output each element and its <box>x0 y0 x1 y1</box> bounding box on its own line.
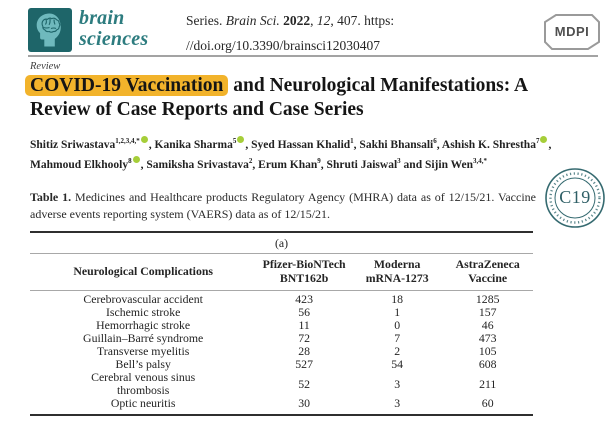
author: Sakhi Bhansali6, <box>359 137 442 151</box>
orcid-icon[interactable] <box>237 136 245 143</box>
author: Kanika Sharma5, <box>154 136 252 151</box>
journal-name-line2: sciences <box>79 28 149 50</box>
orcid-icon[interactable] <box>132 155 140 163</box>
table-row: Cerebrovascular accident 423 18 1285 <box>30 293 533 306</box>
astrazeneca-value: 211 <box>479 376 497 391</box>
table-caption-label: Table 1. <box>30 190 72 204</box>
astrazeneca-value: 105 <box>478 344 497 358</box>
table-row: Ischemic stroke 56 1 157 <box>30 306 533 319</box>
author: Ashish K. Shrestha7, <box>441 136 552 151</box>
astrazeneca-value: 46 <box>481 318 494 332</box>
journal-name: brain sciences <box>79 8 148 50</box>
complication-name: Optic neuritis <box>110 396 176 410</box>
complication-name: Ischemic stroke <box>105 305 181 319</box>
complication-name: Transverse myelitis <box>97 344 190 358</box>
table-body: Cerebrovascular accident 423 18 1285 Isc… <box>30 291 533 414</box>
header-divider <box>28 55 598 57</box>
col-header-moderna: Moderna mRNA-1273 <box>365 257 429 285</box>
table-caption: Table 1. Medicines and Healthcare produc… <box>30 189 536 222</box>
pfizer-value: 11 <box>298 318 310 332</box>
citation-year: 2022 <box>283 13 311 28</box>
moderna-value: 0 <box>394 318 401 332</box>
table-row: Transverse myelitis 28 2 105 <box>30 345 533 358</box>
table-row: Bell’s palsy 527 54 608 <box>30 358 533 371</box>
astrazeneca-value: 157 <box>478 305 497 319</box>
mdpi-logo-icon: MDPI <box>542 12 602 52</box>
mdpi-wordmark: MDPI <box>554 24 590 39</box>
table-row: Cerebral venous sinus thrombosis 52 3 21… <box>30 371 533 397</box>
moderna-value: 1 <box>394 305 401 319</box>
pfizer-value: 527 <box>295 357 313 371</box>
moderna-value: 54 <box>391 357 404 371</box>
table-group-label: (a) <box>30 233 533 254</box>
citation-volume: 12 <box>316 13 331 28</box>
author-line-2: Mahmoud Elkhooly8, Samiksha Srivastava2,… <box>30 153 605 173</box>
highlighted-title-text: COVID-19 Vaccination <box>25 75 229 96</box>
moderna-value: 3 <box>394 376 401 391</box>
table-row: Hemorrhagic stroke 11 0 46 <box>30 319 533 332</box>
c19-stamp-icon: C19 <box>543 166 607 230</box>
author-line-1: Shitiz Sriwastava1,2,3,4,*, Kanika Sharm… <box>30 133 605 153</box>
complication-name: Cerebral venous sinus thrombosis <box>91 370 196 397</box>
complication-name: Guillain–Barré syndrome <box>83 331 204 345</box>
pfizer-value: 56 <box>298 305 311 319</box>
col-header-pfizer: Pfizer-BioNTech BNT162b <box>262 257 346 285</box>
complication-name: Cerebrovascular accident <box>83 292 203 306</box>
moderna-value: 7 <box>394 331 401 345</box>
citation-series: Series. <box>186 13 226 28</box>
pfizer-value: 423 <box>295 292 313 306</box>
orcid-icon[interactable] <box>540 136 548 143</box>
moderna-value: 3 <box>394 396 401 410</box>
moderna-value: 2 <box>394 344 401 358</box>
astrazeneca-value: 473 <box>478 331 497 345</box>
pfizer-value: 30 <box>298 396 311 410</box>
article-type-label: Review <box>30 61 61 72</box>
table-caption-text: Medicines and Healthcare products Regula… <box>30 190 536 221</box>
table-row: Guillain–Barré syndrome 72 7 473 <box>30 332 533 345</box>
author: Sijin Wen3,4,* <box>424 156 488 171</box>
title-line1-rest: and Neurological Manifestations: A <box>228 75 529 96</box>
col-header-astrazeneca: AstraZeneca Vaccine <box>455 257 520 285</box>
title-line2: Review of Case Reports and Case Series <box>30 98 364 120</box>
citation-journal-abbrev: Brain Sci. <box>225 13 280 28</box>
c19-stamp-label: C19 <box>559 187 591 207</box>
author: Mahmoud Elkhooly8, <box>30 155 147 171</box>
table-header-row: Neurological Complications Pfizer-BioNTe… <box>30 254 533 291</box>
pfizer-value: 52 <box>298 376 311 391</box>
brain-sciences-logo-icon <box>28 8 72 52</box>
complication-name: Bell’s palsy <box>115 357 171 371</box>
pfizer-value: 72 <box>298 331 311 345</box>
col-header-complications: Neurological Complications <box>73 263 214 278</box>
article-title: COVID-19 Vaccination and Neurological Ma… <box>25 74 602 121</box>
citation: Series. Brain Sci. 2022, 12, 407. https:… <box>186 8 486 58</box>
citation-rest: , 407. https: <box>330 13 395 28</box>
moderna-value: 18 <box>391 292 404 306</box>
complication-name: Hemorrhagic stroke <box>96 318 191 332</box>
pfizer-value: 28 <box>298 344 311 358</box>
author: Shruti Jaiswal3 and <box>326 156 425 171</box>
table-row: Optic neuritis 30 3 60 <box>30 397 533 410</box>
doi-link[interactable]: //doi.org/10.3390/brainsci12030407 <box>186 38 380 53</box>
astrazeneca-value: 1285 <box>475 292 500 306</box>
author: Syed Hassan Khalid1, <box>251 137 360 151</box>
mhra-vaers-table: (a) Neurological Complications Pfizer-Bi… <box>30 231 533 416</box>
orcid-icon[interactable] <box>140 136 148 143</box>
author: Erum Khan9, <box>258 156 327 171</box>
author: Samiksha Srivastava2, <box>146 156 259 171</box>
astrazeneca-value: 608 <box>478 357 497 371</box>
author: Shitiz Sriwastava1,2,3,4,*, <box>30 136 155 151</box>
journal-name-line1: brain <box>79 7 125 29</box>
author-list: Shitiz Sriwastava1,2,3,4,*, Kanika Sharm… <box>30 133 605 173</box>
astrazeneca-value: 60 <box>481 396 494 410</box>
